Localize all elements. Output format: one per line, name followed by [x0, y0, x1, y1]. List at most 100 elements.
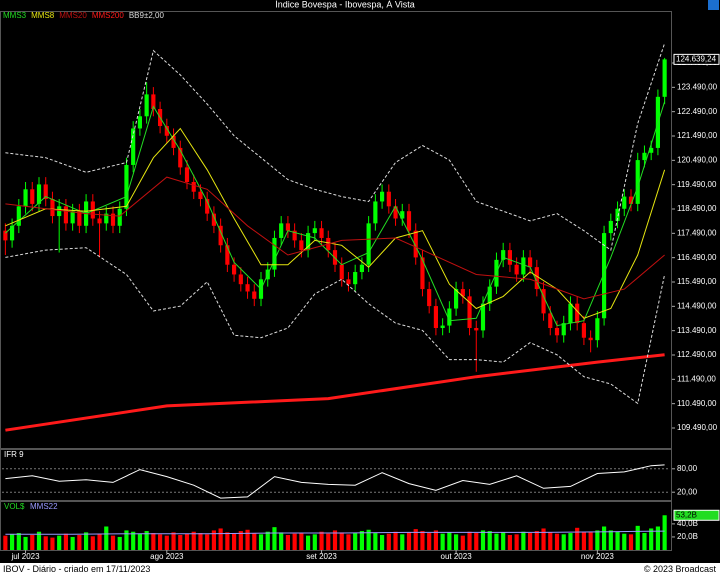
candle-body: [649, 147, 654, 153]
candle-body: [178, 147, 183, 168]
volume-bar: [117, 536, 122, 550]
candle-body: [400, 211, 405, 219]
volume-bar: [110, 535, 116, 550]
candle-body: [581, 323, 586, 338]
candle-body: [43, 184, 48, 200]
candle-body: [380, 191, 385, 202]
volume-bar: [554, 533, 560, 550]
y-tick-label: 80,00: [677, 464, 698, 473]
legend-entry: MMS200: [92, 11, 125, 20]
x-tick-label: jul 2023: [11, 552, 41, 561]
volume-bar: [171, 532, 176, 550]
y-tick-label: 121.490,00: [677, 131, 718, 140]
volume-bar: [77, 534, 82, 550]
candle-body: [16, 206, 21, 226]
volume-bar: [373, 533, 378, 550]
volume-bar: [252, 533, 257, 550]
candle-body: [413, 230, 418, 258]
candle-body: [3, 230, 8, 241]
candle-body: [561, 323, 566, 336]
candle-body: [211, 213, 216, 226]
volume-bar: [84, 532, 89, 550]
candle-body: [447, 308, 452, 326]
volume-bar: [615, 531, 620, 550]
volume-bar: [285, 534, 290, 550]
candle-body: [602, 233, 607, 319]
volume-bar: [655, 526, 660, 550]
legend-entry: MMS3: [3, 11, 27, 20]
candle-body: [144, 94, 149, 117]
volume-bar: [299, 533, 304, 550]
candle-body: [487, 286, 492, 304]
candle-body: [615, 208, 620, 221]
chart-title: Índice Bovespa - Ibovespa, À Vista: [275, 0, 414, 9]
volume-bar: [595, 530, 600, 550]
footer-left: IBOV - Diário - criado em 17/11/2023: [3, 564, 150, 574]
candle-body: [608, 220, 613, 234]
current-value-box: [673, 509, 720, 521]
volume-bar: [359, 531, 364, 550]
candle-body: [70, 211, 75, 224]
candle-body: [622, 196, 627, 209]
volume-bar: [225, 532, 230, 550]
x-tick-label: set 2023: [306, 552, 337, 561]
y-tick-label: 116.490,00: [677, 253, 717, 262]
candle-body: [440, 325, 445, 328]
candle-body: [386, 191, 391, 207]
volume-bar: [581, 531, 586, 550]
candle-body: [137, 116, 142, 129]
y-tick-label: 111.490,00: [677, 374, 716, 383]
y-tick-label: 122.490,00: [677, 107, 718, 116]
y-tick-label: 117.490,00: [677, 228, 717, 237]
candle-body: [292, 230, 297, 241]
current-value-label: 124.639,24: [676, 54, 717, 63]
candle-body: [467, 296, 472, 328]
volume-bar: [306, 535, 311, 550]
volume-bar: [433, 530, 438, 550]
volume-bar: [144, 531, 149, 550]
volume-bar: [366, 529, 371, 550]
candle-body: [642, 152, 647, 161]
candle-body: [30, 189, 35, 204]
y-tick-label: 110.490,00: [677, 399, 717, 408]
candle-body: [406, 211, 412, 231]
volume-bar: [548, 532, 553, 550]
y-tick-label: 112.490,00: [677, 350, 717, 359]
volume-bar: [635, 525, 640, 550]
legend-entry: BB9±2,00: [129, 11, 165, 20]
volume-bar: [454, 534, 459, 550]
line: [5, 464, 665, 499]
candle-body: [521, 257, 526, 275]
candle-body: [501, 250, 506, 260]
volume-bar: [218, 528, 223, 550]
volume-bar: [353, 533, 358, 550]
volume-bar: [63, 533, 68, 550]
y-tick-label: 40,0B: [677, 519, 698, 528]
volume-bar: [447, 532, 452, 550]
candle-body: [359, 264, 364, 273]
candle-body: [595, 318, 600, 341]
volume-bar: [528, 533, 533, 550]
window-icon[interactable]: [708, 0, 719, 10]
legend-entry: MMS22: [30, 502, 58, 511]
candle-body: [393, 206, 398, 219]
candle-body: [312, 228, 317, 234]
volume-bar: [43, 536, 48, 550]
volume-bar: [467, 531, 472, 550]
panel-title: VOL$: [4, 502, 25, 511]
volume-bar: [588, 532, 593, 550]
y-tick-label: 20,00: [677, 487, 698, 496]
volume-bar: [258, 534, 264, 550]
candle-body: [541, 289, 546, 314]
candle-body: [299, 240, 304, 251]
candle-body: [171, 135, 176, 148]
volume-bar: [23, 536, 28, 550]
volume-bar: [50, 537, 55, 550]
candle-body: [198, 191, 203, 200]
candle-body: [306, 233, 311, 251]
candle-body: [225, 245, 230, 265]
volume-bar: [104, 526, 109, 550]
volume-bar: [137, 533, 142, 550]
current-value-label: 53,2B: [676, 510, 697, 519]
